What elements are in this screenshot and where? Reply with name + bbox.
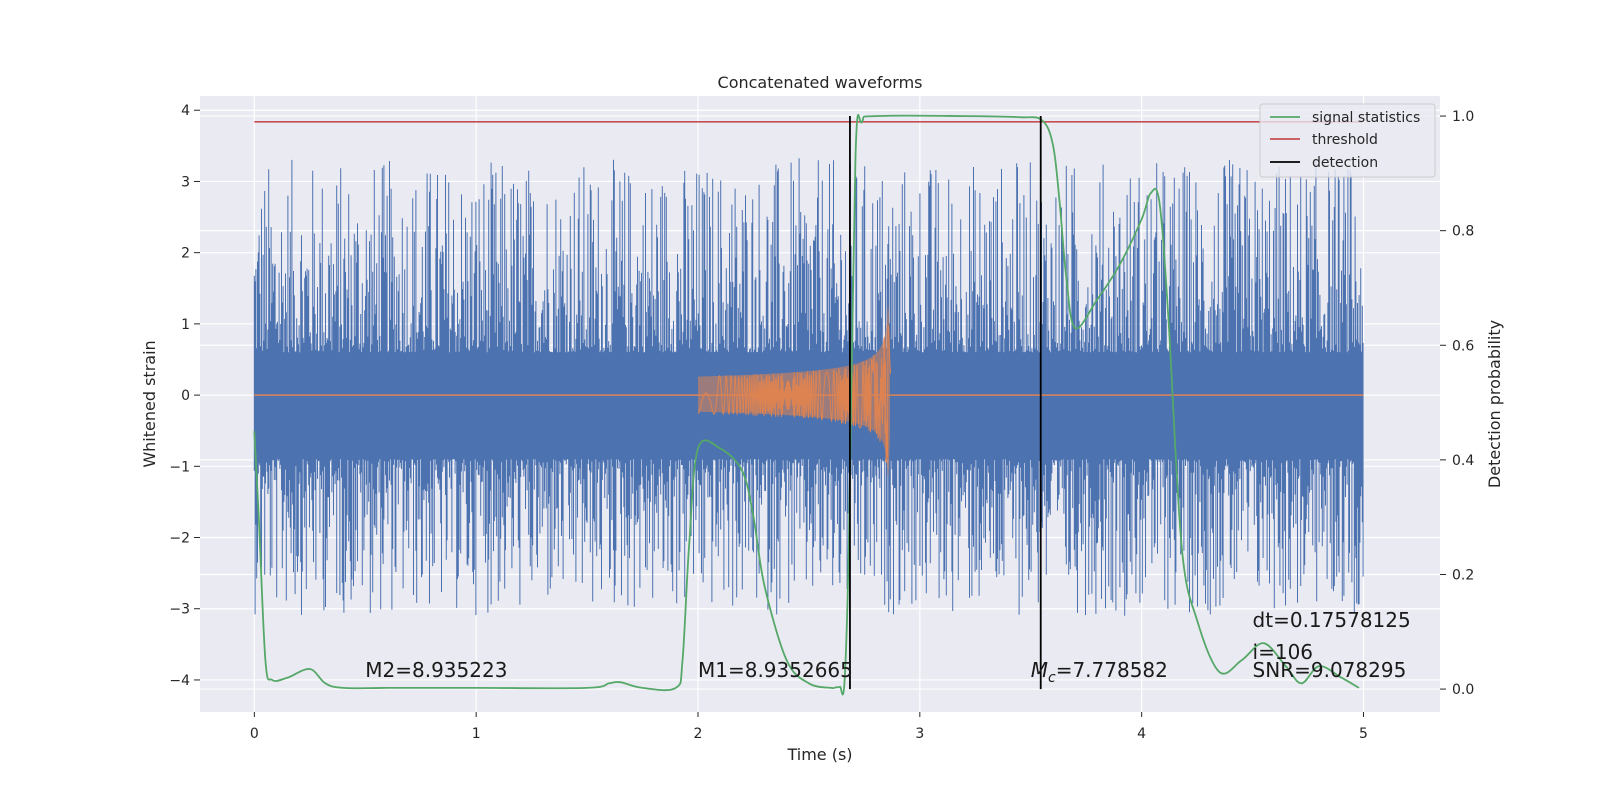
annotation: SNR=9.078295 (1253, 658, 1407, 682)
y-tick-label: 4 (181, 103, 190, 119)
x-tick-label: 5 (1359, 726, 1368, 742)
x-tick-label: 1 (472, 726, 481, 742)
x-tick-label: 2 (694, 726, 703, 742)
y-tick-label: 0 (181, 388, 190, 404)
y2-tick-label: 0.6 (1452, 338, 1474, 354)
y2-axis-label: Detection probability (1485, 320, 1504, 488)
x-axis-ticks: 0 1 2 3 4 5 (250, 712, 1368, 742)
annotation: Mc=7.778582 (1031, 658, 1168, 686)
legend-label-threshold: threshold (1312, 132, 1378, 148)
y-tick-label: 3 (181, 174, 190, 190)
template-chirp-series (254, 302, 1364, 479)
y-tick-label: −4 (169, 673, 190, 689)
y-axis-label: Whitened strain (140, 340, 159, 467)
x-tick-label: 0 (250, 726, 259, 742)
annotation: dt=0.17578125 (1253, 608, 1411, 632)
legend-box (1259, 103, 1436, 178)
strain-spikes (253, 158, 1364, 616)
y-tick-label: 1 (181, 317, 190, 333)
annotation: M2=8.935223 (365, 658, 507, 682)
x-tick-label: 3 (915, 726, 924, 742)
plot-content (253, 114, 1364, 696)
template-envelope (698, 302, 890, 479)
y-tick-label: −3 (169, 602, 190, 618)
detection-series (849, 116, 1042, 690)
annotation: i=106 (1253, 640, 1314, 664)
y-tick-label: −1 (169, 459, 190, 475)
annotation: M1=8.9352665 (698, 658, 853, 682)
y2-axis-ticks: 0.0 0.2 0.4 0.6 0.8 1.0 (1440, 109, 1474, 698)
y2-tick-label: 0.8 (1452, 224, 1474, 240)
annotations: M2=8.935223 M1=8.9352665 Mc=7.778582 dt=0.1… (365, 608, 1410, 686)
y-tick-label: 2 (181, 246, 190, 262)
y2-tick-label: 1.0 (1452, 109, 1474, 125)
signal-statistics-line (253, 114, 1360, 696)
legend-label-signal-statistics: signal statistics (1312, 110, 1420, 126)
y-axis-ticks: −4 −3 −2 −1 0 1 2 3 4 (169, 103, 200, 689)
y2-tick-label: 0.4 (1452, 453, 1474, 469)
y2-tick-label: 0.0 (1452, 682, 1474, 698)
chart-title: Concatenated waveforms (718, 73, 923, 92)
x-tick-label: 4 (1137, 726, 1146, 742)
legend: signal statistics threshold detection (1259, 103, 1436, 178)
y-tick-label: −2 (169, 531, 190, 547)
y2-tick-label: 0.2 (1452, 567, 1474, 583)
legend-label-detection: detection (1312, 155, 1378, 171)
signal-statistics-series (253, 114, 1360, 696)
x-axis-label: Time (s) (786, 745, 852, 764)
